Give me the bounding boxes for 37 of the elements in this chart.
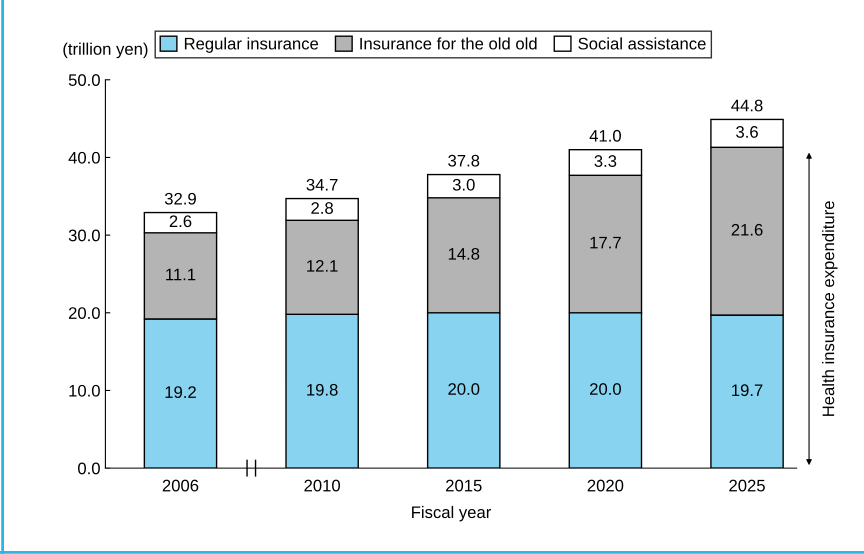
data-label: 20.0 — [448, 383, 480, 395]
legend-label: Insurance for the old old — [360, 37, 537, 50]
total-label: 41.0 — [590, 130, 621, 142]
data-label: 3.3 — [594, 155, 616, 167]
y-tick-label: 50.0 — [68, 74, 100, 86]
data-label: 3.6 — [736, 126, 758, 138]
x-tick-label: 2010 — [304, 480, 340, 492]
data-label: 17.7 — [590, 236, 621, 248]
x-axis-title: Fiscal year — [412, 506, 492, 522]
x-tick-label: 2006 — [162, 480, 198, 492]
y-tick-label: 10.0 — [69, 384, 100, 397]
data-label: 19.8 — [307, 384, 338, 396]
text: Health insurance expenditure — [822, 201, 838, 416]
y-tick-label: 40.0 — [68, 152, 100, 164]
y-tick-label: 20.0 — [68, 307, 100, 319]
y-axis-title: (trillion yen) — [63, 42, 148, 58]
data-label: 19.2 — [166, 386, 196, 398]
data-label: 14.8 — [448, 248, 480, 260]
total-label: 37.8 — [448, 154, 480, 167]
y-tick-label: 0.0 — [78, 462, 100, 474]
data-label: 21.6 — [732, 224, 763, 236]
data-label: 2.8 — [311, 202, 333, 214]
data-label: 3.0 — [452, 178, 475, 191]
y-tick-label: 30.0 — [68, 230, 100, 242]
data-label: 11.1 — [166, 268, 196, 280]
legend-label: Social assistance — [578, 37, 706, 50]
total-label: 44.8 — [731, 100, 763, 112]
x-tick-label: 2025 — [729, 480, 765, 492]
data-label: 19.7 — [732, 384, 762, 396]
data-label: 12.1 — [307, 260, 338, 272]
legend-label: Regular insurance — [184, 37, 318, 53]
total-label: 34.7 — [306, 178, 338, 191]
total-label: 32.9 — [164, 192, 196, 205]
data-label: 20.0 — [590, 383, 621, 395]
x-tick-label: 2015 — [446, 480, 482, 492]
data-label: 2.6 — [170, 215, 192, 228]
x-tick-label: 2020 — [588, 480, 624, 492]
